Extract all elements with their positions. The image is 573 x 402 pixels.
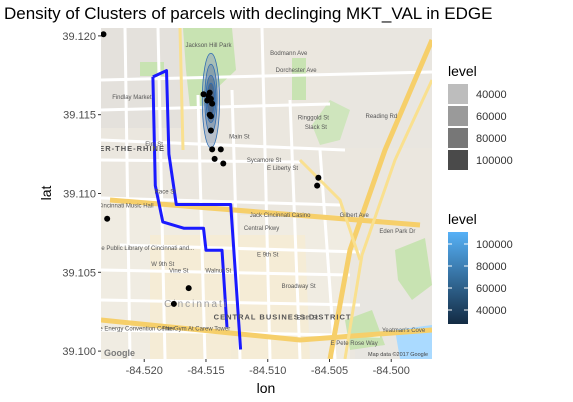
y-tick-label: 39.110 [63, 189, 96, 201]
map-label: Bodmann Ave [270, 51, 308, 57]
legend-label: 40000 [476, 89, 507, 101]
map-label: Elm St [145, 142, 163, 148]
legend-label: 60000 [476, 111, 507, 123]
basemap [101, 28, 432, 359]
map-label: Cincinnati [164, 299, 228, 310]
y-tick-label: 39.115 [63, 110, 96, 122]
data-point [209, 100, 216, 107]
map-label: CENTRAL BUSINESS DISTRICT [214, 313, 352, 322]
x-tick-label: -84.515 [187, 365, 224, 377]
map-label: Broadway St [282, 284, 316, 290]
map-label: E 9th St [257, 253, 279, 259]
data-point [170, 300, 177, 307]
map-label: OVER-THE-RHINE [86, 144, 165, 153]
map-label: E Liberty St [267, 166, 298, 172]
map-label: Gilbert Ave [340, 213, 370, 219]
legend-key [448, 128, 468, 148]
map-label: E 5th St [297, 316, 319, 322]
data-point [211, 155, 218, 162]
legend-color-label: 100000 [476, 239, 513, 251]
map-label: E Pete Rose Way [331, 341, 378, 347]
legend-color-title: level [448, 211, 477, 227]
data-point [101, 31, 107, 38]
chart-title: Density of Clusters of parcels with decl… [4, 4, 492, 23]
legend-key [448, 106, 468, 126]
map-labels: Jackson Hill Park Bodmann Ave Dorchester A… [86, 43, 426, 347]
map-label: Slack St [305, 125, 327, 131]
map-label: Central Pkwy [244, 226, 279, 232]
y-axis: 39.100 39.105 39.110 39.115 39.120 [62, 31, 101, 358]
data-point [104, 215, 111, 222]
data-point [209, 146, 216, 153]
y-tick-label: 39.100 [62, 346, 96, 358]
legend-color-label: 60000 [476, 283, 507, 295]
map-label: Findlay Market [112, 95, 152, 101]
map-credit: Map data ©2017 Google [368, 351, 428, 358]
map-label: Dorchester Ave [276, 68, 318, 74]
map-label: Jack Cincinnati Casino [250, 213, 311, 219]
map-label: Reading Rd [366, 114, 398, 120]
data-point [220, 160, 227, 167]
data-point [185, 285, 192, 292]
x-tick-label: -84.520 [126, 365, 163, 377]
data-point [204, 97, 211, 104]
legend-color-bar [448, 232, 468, 324]
legend-color-label: 80000 [476, 261, 507, 273]
y-tick-label: 39.105 [62, 267, 96, 279]
legend-fill: level 40000 60000 80000 100000 [448, 63, 513, 170]
data-point [314, 182, 321, 189]
legend-color-label: 40000 [476, 305, 507, 317]
map-label: Vine St [169, 268, 189, 274]
legend-color: level 100000 80000 60000 40000 [448, 211, 513, 324]
map-label: W 9th St [151, 262, 174, 268]
x-tick-label: -84.510 [249, 365, 286, 377]
data-point [207, 127, 214, 134]
map-label: Ringgold St [298, 115, 329, 121]
plot-panel: Jackson Hill Park Bodmann Ave Dorchester A… [86, 28, 432, 359]
boundary-path [152, 69, 243, 350]
x-tick-label: -84.500 [373, 365, 410, 377]
y-tick-label: 39.120 [62, 31, 96, 43]
map-label: Cincinnati Music Hall [98, 204, 154, 210]
map-label: The Public Library of Cincinnati and... [94, 246, 194, 252]
x-tick-label: -84.505 [311, 365, 348, 377]
map-label: The Gym At Carew Tower [162, 327, 230, 333]
legend-label: 100000 [476, 155, 513, 167]
map-label: Sycamore St [247, 158, 282, 164]
x-axis: -84.520 -84.515 -84.510 -84.505 -84.500 [126, 359, 410, 377]
data-point [200, 91, 207, 98]
map-label: Eden Park Dr [379, 229, 415, 235]
x-axis-label: lon [257, 380, 276, 396]
map-label: Duke Energy Convention Center [89, 327, 175, 333]
map-label: Race St [155, 190, 177, 196]
google-logo: Google [104, 348, 135, 358]
data-point [315, 174, 322, 181]
map-label: Main St [229, 134, 250, 140]
legend-fill-title: level [448, 63, 477, 79]
boundary-path [151, 76, 229, 328]
data-points [101, 31, 322, 307]
boundary-paths [151, 69, 243, 350]
map-label: Jackson Hill Park [185, 43, 232, 49]
legend-label: 80000 [476, 133, 507, 145]
legend-key [448, 84, 468, 104]
legend-key [448, 150, 468, 170]
data-point [207, 113, 214, 120]
map-label: Yeatman's Cove [382, 328, 426, 334]
data-point [217, 146, 224, 153]
map-label: Walnut St [205, 268, 231, 274]
y-axis-label: lat [38, 186, 54, 201]
